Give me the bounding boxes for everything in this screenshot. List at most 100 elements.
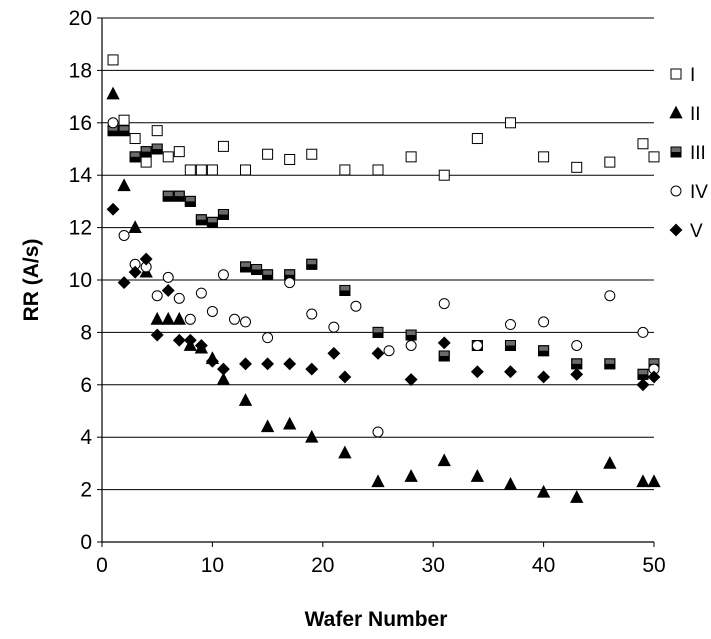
x-tick-label: 30 — [422, 554, 445, 577]
data-point — [405, 151, 417, 163]
data-point — [107, 117, 119, 129]
data-point — [150, 328, 164, 342]
data-point — [195, 214, 207, 226]
data-point — [503, 476, 518, 490]
data-point — [118, 125, 130, 137]
data-point — [173, 190, 185, 202]
data-point — [228, 313, 240, 325]
data-point — [371, 474, 385, 488]
data-point — [471, 340, 483, 351]
data-point — [128, 265, 142, 279]
gridlines — [102, 17, 654, 491]
data-point — [260, 419, 275, 433]
data-point — [151, 290, 163, 302]
data-point — [604, 156, 616, 168]
data-point — [118, 114, 130, 126]
data-point — [262, 148, 274, 160]
data-point — [538, 345, 550, 357]
data-point — [129, 151, 141, 163]
legend-item: IV — [670, 182, 708, 203]
data-point — [604, 358, 616, 370]
data-point — [106, 202, 120, 216]
data-point — [339, 284, 351, 296]
data-point — [372, 326, 384, 338]
data-point — [117, 276, 131, 290]
y-tick-label: 0 — [80, 531, 92, 554]
axes — [97, 17, 655, 547]
data-point — [537, 370, 551, 384]
legend-marker — [669, 223, 683, 237]
data-point — [328, 321, 340, 333]
data-point — [327, 346, 341, 360]
data-point — [383, 345, 395, 357]
data-point — [405, 340, 417, 351]
y-tick-labels: 0 2 4 6 8 10 12 14 16 18 20 — [69, 7, 93, 554]
data-point — [284, 277, 296, 289]
legend-marker — [669, 105, 683, 119]
data-point — [636, 378, 650, 392]
y-tick-label: 2 — [80, 479, 92, 502]
data-point — [262, 269, 274, 281]
data-point — [338, 445, 352, 459]
data-point — [306, 258, 318, 270]
data-point — [262, 332, 274, 344]
data-point — [648, 151, 660, 163]
data-point — [405, 329, 417, 341]
legend-marker — [670, 68, 682, 80]
data-point — [240, 164, 252, 176]
data-point — [195, 164, 207, 176]
data-point — [128, 220, 142, 234]
data-point — [404, 373, 418, 386]
y-tick-label: 12 — [69, 217, 92, 240]
y-tick-label: 4 — [80, 426, 92, 449]
data-point — [504, 117, 516, 129]
data-point — [239, 357, 252, 371]
y-tick-label: 6 — [80, 374, 92, 397]
data-point — [161, 284, 175, 297]
data-point — [284, 153, 296, 165]
data-point — [206, 305, 218, 317]
data-point — [404, 469, 418, 482]
data-point — [161, 311, 175, 325]
data-point — [217, 269, 229, 281]
y-tick-label: 18 — [69, 59, 92, 82]
data-point — [162, 151, 174, 163]
x-tick-label: 20 — [311, 554, 334, 577]
data-point — [437, 453, 451, 467]
data-point — [183, 333, 197, 347]
data-point — [129, 133, 141, 145]
data-point — [603, 456, 617, 469]
data-point — [151, 143, 163, 155]
data-point — [217, 140, 229, 152]
data-point — [150, 311, 164, 325]
data-point — [437, 336, 451, 350]
data-point — [184, 195, 196, 207]
series-I — [107, 54, 660, 181]
legend-item: I — [670, 65, 695, 86]
data-point — [261, 357, 275, 371]
legend-item: III — [670, 143, 706, 164]
data-point — [339, 164, 351, 176]
data-point — [570, 367, 584, 381]
data-point — [305, 362, 319, 376]
data-point — [305, 429, 319, 443]
data-point — [251, 264, 263, 276]
data-point — [637, 326, 649, 338]
data-point — [338, 370, 352, 384]
data-point — [438, 169, 450, 181]
data-point — [106, 86, 120, 100]
data-point — [151, 125, 163, 137]
series-V — [106, 202, 661, 392]
data-point — [117, 178, 131, 192]
data-point — [240, 316, 252, 328]
data-point — [118, 229, 130, 241]
data-point — [162, 190, 174, 202]
data-point — [217, 362, 230, 376]
data-point — [504, 365, 517, 379]
y-tick-label: 20 — [69, 7, 92, 30]
data-point — [206, 216, 218, 228]
data-point — [604, 290, 616, 302]
legend-label: I — [690, 65, 695, 86]
data-point — [139, 252, 153, 266]
